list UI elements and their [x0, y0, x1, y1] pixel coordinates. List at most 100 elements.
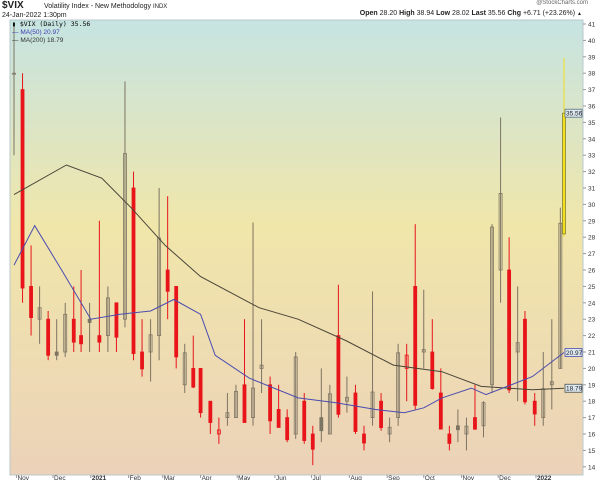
legend-ma50: — MA(50) 20.97: [12, 29, 60, 36]
candle-body: [71, 318, 76, 343]
candles: [12, 24, 566, 466]
y-tick-label: 23: [588, 317, 596, 324]
y-tick-label: 27: [588, 251, 596, 258]
value-tag-label: 35.56: [566, 111, 583, 118]
y-tick-label: 40: [588, 38, 596, 45]
candle-body: [310, 433, 315, 450]
last-label: Last: [471, 10, 486, 17]
y-tick-label: 33: [588, 153, 596, 160]
y-tick-label: 28: [588, 235, 596, 242]
candle-body: [336, 335, 341, 415]
candle-body: [490, 226, 494, 386]
candle-body: [379, 400, 383, 429]
y-tick-label: 41: [588, 22, 596, 29]
candle-body: [396, 352, 401, 419]
candle-body: [29, 285, 33, 318]
value-tag-box: [564, 348, 583, 357]
candle-body: [473, 417, 477, 430]
open-label: Open: [359, 10, 378, 17]
ma200-line: [13, 164, 565, 391]
value-tag-label: 20.97: [566, 350, 583, 357]
y-tick-label: 16: [588, 432, 596, 439]
candle-body: [174, 285, 179, 358]
legend-ma50-label: MA(50) 20.97: [20, 29, 60, 36]
value-tag-box: [564, 108, 583, 118]
candle-body: [319, 417, 324, 432]
candle-body: [370, 391, 375, 418]
candle-body: [549, 381, 554, 386]
exchange: INDX: [152, 4, 168, 10]
y-tick-label: 21: [588, 350, 596, 357]
open-value: 28.20: [379, 10, 398, 17]
candle-body: [54, 351, 59, 356]
y-tick-label: 19: [588, 382, 596, 389]
y-tick-label: 25: [588, 284, 596, 291]
y-axis: 14 15 16 17 18 19 20 21 22 23 24 25 26 27 28 29 30 31 32 33…: [583, 22, 596, 471]
chg-label: Chg: [507, 10, 521, 17]
candle-body: [259, 364, 264, 369]
x-tick-label: Apr: [202, 475, 213, 480]
y-tick-label: 17: [588, 415, 596, 422]
candle-body: [251, 387, 255, 418]
chg-up-icon: ▲: [577, 11, 582, 17]
x-tick-label: Nov: [463, 475, 475, 480]
candle-body: [293, 356, 298, 435]
x-tick-label: Dec: [499, 475, 511, 480]
candle-body: [234, 390, 238, 418]
candle-body: [413, 285, 418, 406]
candle-body: [456, 425, 460, 431]
datetime: 24-Jan-2022 1:30pm: [2, 12, 67, 19]
copyright: @StockCharts.com: [536, 0, 588, 6]
candle-body: [276, 408, 281, 428]
candle-body: [532, 400, 537, 415]
candle-body: [131, 187, 136, 355]
legend-ma200-label: MA(200) 18.79: [20, 37, 64, 44]
value-tag-label: 18.79: [566, 386, 583, 393]
y-tick-label: 38: [588, 71, 596, 78]
high-label: High: [399, 10, 415, 17]
x-axis: Nov Dec 2021 Feb Mar Apr May Jun Jul Aug Sep Oct Nov…: [15, 475, 552, 480]
y-tick-label: 39: [588, 54, 596, 61]
candle-body: [421, 349, 426, 353]
candle-body: [198, 367, 203, 414]
x-tick-label: Jul: [313, 475, 322, 480]
candle-body: [327, 393, 332, 435]
y-tick-label: 15: [588, 448, 596, 455]
candle-body: [268, 384, 272, 422]
x-tick-label: Oct: [425, 475, 435, 480]
y-tick-label: 32: [588, 169, 596, 176]
y-tick-label: 24: [588, 300, 596, 307]
x-tick-label: 2021: [92, 475, 107, 480]
candle-body: [387, 426, 392, 435]
candle-body: [523, 318, 527, 403]
candle-body: [12, 72, 16, 75]
candle-body: [97, 335, 102, 343]
x-tick-label: Nov: [17, 475, 29, 480]
candle-body: [63, 313, 68, 353]
candle-body: [140, 351, 144, 370]
candle-body: [353, 392, 358, 432]
high-value: 38.94: [416, 10, 435, 17]
x-tick-label: Aug: [350, 475, 362, 480]
candle-body: [562, 112, 566, 235]
x-tick-label: May: [238, 475, 251, 480]
legend-main: ▮ $VIX (Daily) 35.56: [12, 21, 90, 28]
candle-body: [507, 269, 512, 391]
symbol-description: Volatility Index - New Methodology INDX: [44, 2, 167, 12]
legend-main-label: $VIX (Daily) 35.56: [19, 20, 91, 28]
y-tick-label: 18: [588, 399, 596, 406]
candle-body: [447, 433, 452, 444]
low-label: Low: [436, 10, 451, 17]
y-tick-label: 14: [588, 464, 596, 471]
candle-body: [285, 417, 290, 441]
y-tick-label: 31: [588, 186, 596, 193]
candle-icon: ▮: [12, 20, 16, 28]
candle-body: [37, 307, 42, 320]
candle-body: [79, 335, 83, 345]
x-tick-label: Jun: [276, 475, 287, 480]
candle-body: [225, 412, 230, 418]
candle-body: [114, 302, 119, 338]
candle-body: [498, 193, 503, 271]
symbol: $VIX: [2, 0, 24, 11]
